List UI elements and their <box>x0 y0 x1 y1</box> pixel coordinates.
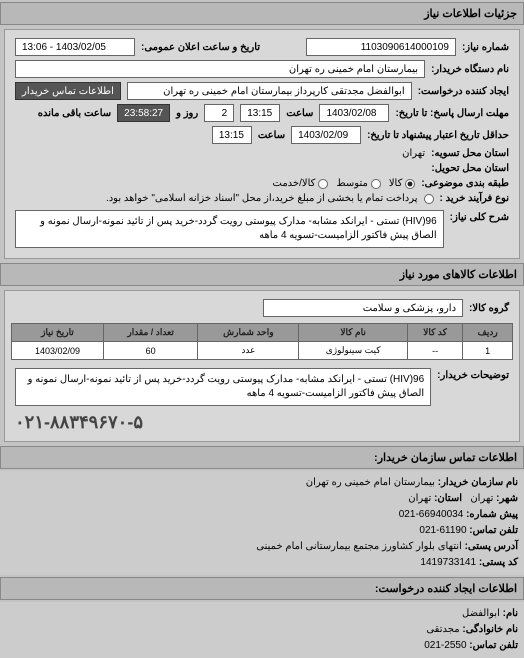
cr-family-label: نام خانوادگی: <box>462 624 518 635</box>
radio-both[interactable] <box>318 179 328 189</box>
valid-time-value: 13:15 <box>212 126 252 144</box>
org-name-value: بیمارستان امام خمینی ره تهران <box>15 60 425 78</box>
contact-info-button[interactable]: اطلاعات تماس خریدار <box>15 82 121 100</box>
budget-radio-group: کالا متوسط کالا/خدمت <box>273 178 416 189</box>
reply-time-value: 13:15 <box>240 104 280 122</box>
c-prefix: 66940034-021 <box>399 509 464 520</box>
goods-group-value: دارو، پزشکی و سلامت <box>263 299 463 317</box>
days-remain-value: 2 <box>204 104 234 122</box>
reply-date-value: 1403/02/08 <box>319 104 389 122</box>
requester-value: ابوالفضل مجدتقی کارپرداز بیمارستان امام … <box>127 82 412 100</box>
req-number-value: 1103090614000109 <box>306 38 456 56</box>
days-label: روز و <box>176 108 198 119</box>
c-city-label: شهر: <box>496 493 518 504</box>
valid-date-value: 1403/02/09 <box>291 126 361 144</box>
location-label: استان محل تسویه: <box>431 148 509 159</box>
c-prov-label: استان: <box>434 493 462 504</box>
table-cell: 1403/02/09 <box>12 342 104 360</box>
table-row: 1--کیت سینولوژیعدد601403/02/09 <box>12 342 513 360</box>
radio-medium[interactable] <box>371 179 381 189</box>
reply-deadline-label: مهلت ارسال پاسخ: تا تاریخ: <box>395 108 509 119</box>
location-value: تهران <box>402 148 425 159</box>
remain-label: ساعت باقی مانده <box>38 108 111 119</box>
budget-label: طبقه بندی موضوعی: <box>421 178 509 189</box>
goods-panel: گروه کالا: دارو، پزشکی و سلامت ردیفکد کا… <box>4 290 520 442</box>
table-header: تاریخ نیاز <box>12 324 104 342</box>
req-number-label: شماره نیاز: <box>462 42 509 53</box>
buyer-note-label: توضیحات خریدار: <box>437 366 509 381</box>
time-label-2: ساعت <box>258 130 285 141</box>
cr-family: مجدتقی <box>426 624 459 635</box>
valid-until-label: حداقل تاریخ اعتبار پیشنهاد تا تاریخ: <box>367 130 509 141</box>
radio-goods-label: کالا <box>389 178 403 189</box>
details-panel: شماره نیاز: 1103090614000109 تاریخ و ساع… <box>4 29 520 259</box>
radio-medium-label: متوسط <box>336 178 367 189</box>
buyer-note-value: HIV)96) تستی - ایرانکد مشابه- مدارک پیوس… <box>15 368 431 406</box>
c-org: بیمارستان امام خمینی ره تهران <box>306 477 435 488</box>
c-org-label: نام سازمان خریدار: <box>438 477 518 488</box>
c-prov: تهران <box>408 493 431 504</box>
requester-label: ایجاد کننده درخواست: <box>418 86 509 97</box>
table-header: تعداد / مقدار <box>103 324 197 342</box>
table-header: ردیف <box>463 324 513 342</box>
c-city: تهران <box>470 493 493 504</box>
creator-header: اطلاعات ایجاد کننده درخواست: <box>0 577 524 600</box>
public-date-value: 13:06 - 1403/02/05 <box>15 38 135 56</box>
purchase-label: نوع فرآیند خرید : <box>440 193 509 204</box>
contact-header: اطلاعات تماس سازمان خریدار: <box>0 446 524 469</box>
cr-name: ابوالفضل <box>462 608 500 619</box>
c-phone: 61190-021 <box>419 525 466 536</box>
c-postal-label: کد پستی: <box>479 557 518 568</box>
table-cell: 1 <box>463 342 513 360</box>
radio-goods[interactable] <box>405 179 415 189</box>
main-desc-value: HIV)96) تستی - ایرانکد مشابه- مدارک پیوس… <box>15 210 444 248</box>
time-label-1: ساعت <box>286 108 313 119</box>
table-header: کد کالا <box>407 324 463 342</box>
phone-big: ۰۲۱-۸۸۳۴۹۶۷۰-۵ <box>15 412 143 433</box>
table-cell: -- <box>407 342 463 360</box>
main-desc-label: شرح کلی نیاز: <box>450 208 509 223</box>
goods-header: اطلاعات کالاهای مورد نیاز <box>0 263 524 286</box>
goods-table: ردیفکد کالانام کالاواحد شمارشتعداد / مقد… <box>11 323 513 360</box>
c-addr-label: آدرس پستی: <box>465 541 518 552</box>
details-header: جزئیات اطلاعات نیاز <box>0 2 524 25</box>
cr-name-label: نام: <box>503 608 518 619</box>
goods-group-label: گروه کالا: <box>469 303 509 314</box>
delivery-label: استان محل تحویل: <box>431 163 509 174</box>
cr-phone: 2550-021 <box>424 640 466 651</box>
purchase-radio[interactable] <box>424 194 434 204</box>
public-date-label: تاریخ و ساعت اعلان عمومی: <box>141 42 260 53</box>
radio-both-label: کالا/خدمت <box>273 178 316 189</box>
table-header: نام کالا <box>299 324 407 342</box>
org-name-label: نام دستگاه خریدار: <box>431 64 509 75</box>
c-prefix-label: پیش شماره: <box>466 509 518 520</box>
creator-panel: نام: ابوالفضل نام خانوادگی: مجدتقی تلفن … <box>0 602 524 658</box>
table-header: واحد شمارش <box>198 324 299 342</box>
table-cell: عدد <box>198 342 299 360</box>
cr-phone-label: تلفن تماس: <box>469 640 518 651</box>
c-phone-label: تلفن تماس: <box>469 525 518 536</box>
contact-panel: نام سازمان خریدار: بیمارستان امام خمینی … <box>0 471 524 575</box>
table-cell: 60 <box>103 342 197 360</box>
time-remain-value: 23:58:27 <box>117 104 170 122</box>
table-cell: کیت سینولوژی <box>299 342 407 360</box>
c-addr: انتهای بلوار کشاورز مجتمع بیمارستانی اما… <box>256 541 461 552</box>
c-postal: 1419733141 <box>420 557 476 568</box>
purchase-note: پرداخت تمام یا بخشی از مبلغ خرید،از محل … <box>106 193 418 204</box>
